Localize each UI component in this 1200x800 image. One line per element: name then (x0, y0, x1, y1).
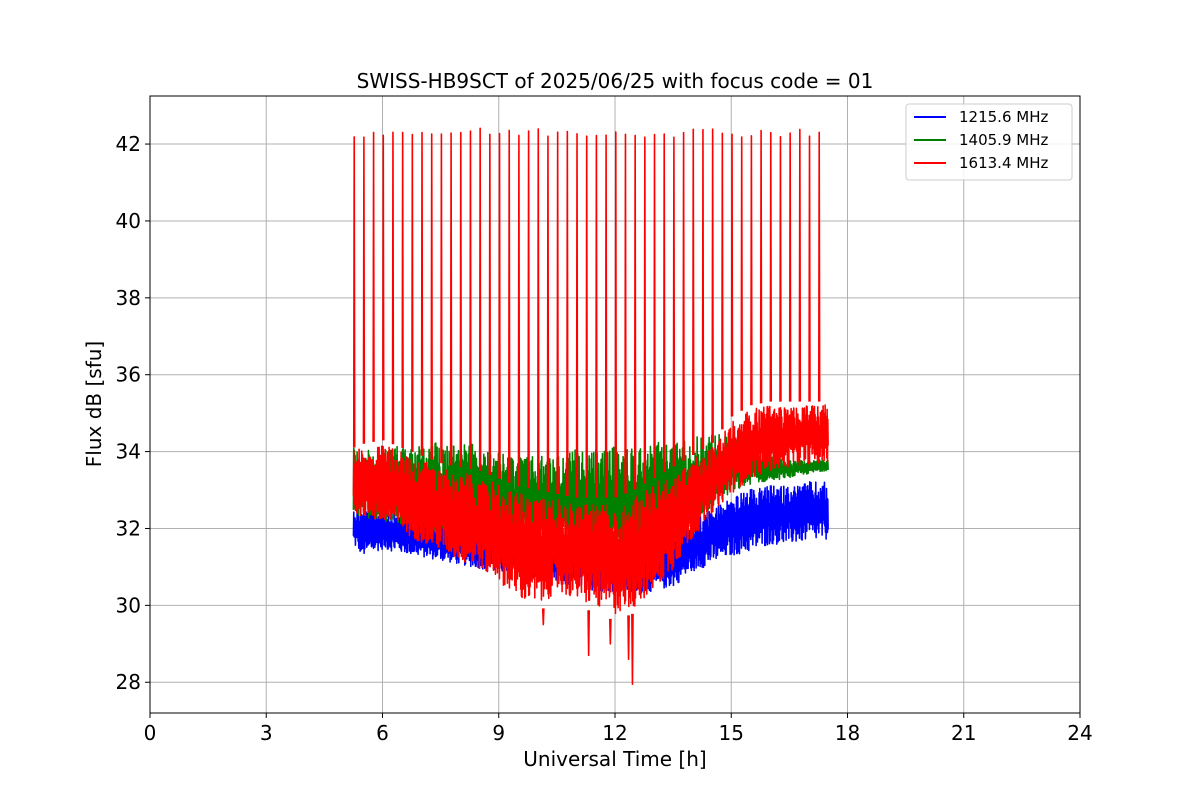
y-tick-label: 32 (116, 516, 141, 540)
legend-box (905, 103, 1073, 181)
x-tick-label: 21 (951, 721, 976, 745)
y-tick-label: 30 (116, 593, 141, 617)
x-tick-label: 12 (602, 721, 627, 745)
x-tick-label: 15 (719, 721, 744, 745)
y-tick-label: 38 (116, 286, 141, 310)
series-line-1613-4-mhz (352, 127, 829, 685)
y-tick-label: 28 (116, 670, 141, 694)
x-tick-label: 24 (1067, 721, 1092, 745)
x-tick-label: 9 (492, 721, 505, 745)
chart-title: SWISS-HB9SCT of 2025/06/25 with focus co… (357, 69, 874, 93)
x-axis-label: Universal Time [h] (523, 747, 706, 771)
x-tick-label: 18 (835, 721, 860, 745)
y-axis-ticks: 28 30 32 34 36 38 40 42 (116, 132, 150, 694)
y-tick-label: 40 (116, 209, 141, 233)
legend-label: 1215.6 MHz (959, 108, 1048, 126)
legend-label: 1405.9 MHz (959, 131, 1048, 149)
y-axis-label: Flux dB [sfu] (82, 341, 106, 467)
data-traces (352, 127, 829, 685)
x-tick-label: 6 (376, 721, 389, 745)
x-tick-label: 0 (144, 721, 157, 745)
x-tick-label: 3 (260, 721, 273, 745)
y-tick-label: 36 (116, 363, 141, 387)
legend-label: 1613.4 MHz (959, 154, 1048, 172)
legend: 1215.6 MHz 1405.9 MHz 1613.4 MHz (905, 103, 1073, 181)
x-axis-ticks: 0 3 6 9 12 15 18 21 24 (144, 713, 1093, 745)
y-tick-label: 42 (116, 132, 141, 156)
y-tick-label: 34 (116, 440, 141, 464)
